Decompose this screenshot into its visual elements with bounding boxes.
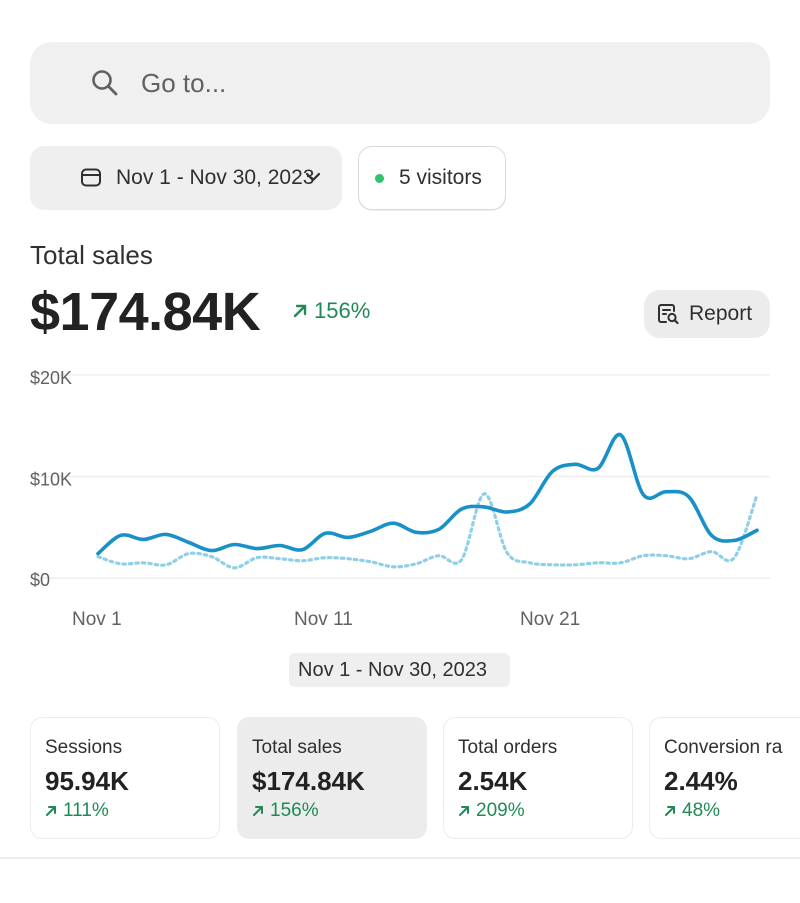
report-button-label: Report: [689, 302, 753, 325]
x-tick-label: Nov 11: [294, 609, 353, 630]
sales-line-chart[interactable]: $20K $10K $0 Nov 1 Nov 11 Nov 21: [0, 360, 800, 640]
metric-name: Conversion ra: [664, 737, 783, 758]
date-range-button[interactable]: Nov 1 - Nov 30, 2023: [30, 146, 342, 210]
report-icon: [658, 304, 679, 325]
metric-delta: 156%: [252, 799, 319, 823]
total-sales-value: $174.84K: [30, 282, 261, 342]
live-status-dot: [375, 174, 384, 183]
x-tick-label: Nov 21: [520, 609, 580, 630]
y-tick-label: $0: [30, 570, 50, 590]
metric-delta-value: 209%: [476, 800, 525, 821]
metric-name: Total orders: [458, 737, 558, 758]
metric-value: 2.54K: [458, 766, 528, 796]
chart-range-label: Nov 1 - Nov 30, 2023: [298, 659, 487, 681]
search-placeholder[interactable]: Go to...: [141, 68, 227, 98]
live-visitors-button[interactable]: 5 visitors: [358, 146, 506, 210]
section-divider: [0, 857, 800, 859]
metric-card-conversion-rate[interactable]: Conversion ra 2.44% 48%: [649, 717, 800, 839]
report-button[interactable]: Report: [644, 290, 770, 338]
y-tick-label: $20K: [30, 368, 72, 388]
current-series-line: [96, 433, 759, 556]
comparison-series-line: [96, 492, 759, 570]
total-sales-delta-value: 156%: [314, 298, 371, 323]
metric-card-total-sales[interactable]: Total sales $174.84K 156%: [237, 717, 427, 839]
metric-delta: 48%: [664, 799, 720, 823]
metric-delta: 111%: [45, 799, 109, 823]
metric-value: 95.94K: [45, 766, 129, 796]
arrow-up-right-icon: [459, 806, 469, 816]
metric-card-sessions[interactable]: Sessions 95.94K 111%: [30, 717, 220, 839]
calendar-icon: [81, 168, 101, 187]
chevron-down-icon: [305, 172, 321, 182]
metric-delta-value: 111%: [63, 800, 109, 821]
metric-delta-value: 48%: [682, 800, 721, 821]
chart-range-chip: Nov 1 - Nov 30, 2023: [289, 653, 510, 687]
metric-delta: 209%: [458, 799, 525, 823]
metric-value: 2.44%: [664, 766, 738, 796]
total-sales-title: Total sales: [30, 240, 153, 270]
metric-card-total-orders[interactable]: Total orders 2.54K 209%: [443, 717, 633, 839]
x-tick-label: Nov 1: [72, 609, 122, 630]
metric-value: $174.84K: [252, 766, 365, 796]
arrow-up-right-icon: [665, 806, 675, 816]
arrow-up-right-icon: [253, 806, 263, 816]
metric-name: Total sales: [252, 737, 342, 758]
visitors-label: 5 visitors: [399, 166, 482, 189]
search-bar[interactable]: Go to...: [30, 42, 770, 124]
metric-name: Sessions: [45, 737, 123, 758]
total-sales-delta: 156%: [292, 297, 370, 325]
metric-delta-value: 156%: [270, 800, 319, 821]
date-range-label: Nov 1 - Nov 30, 2023: [116, 166, 315, 189]
y-tick-label: $10K: [30, 470, 72, 490]
arrow-up-right-icon: [46, 806, 56, 816]
arrow-up-right-icon: [293, 304, 307, 318]
search-icon: [92, 70, 118, 96]
